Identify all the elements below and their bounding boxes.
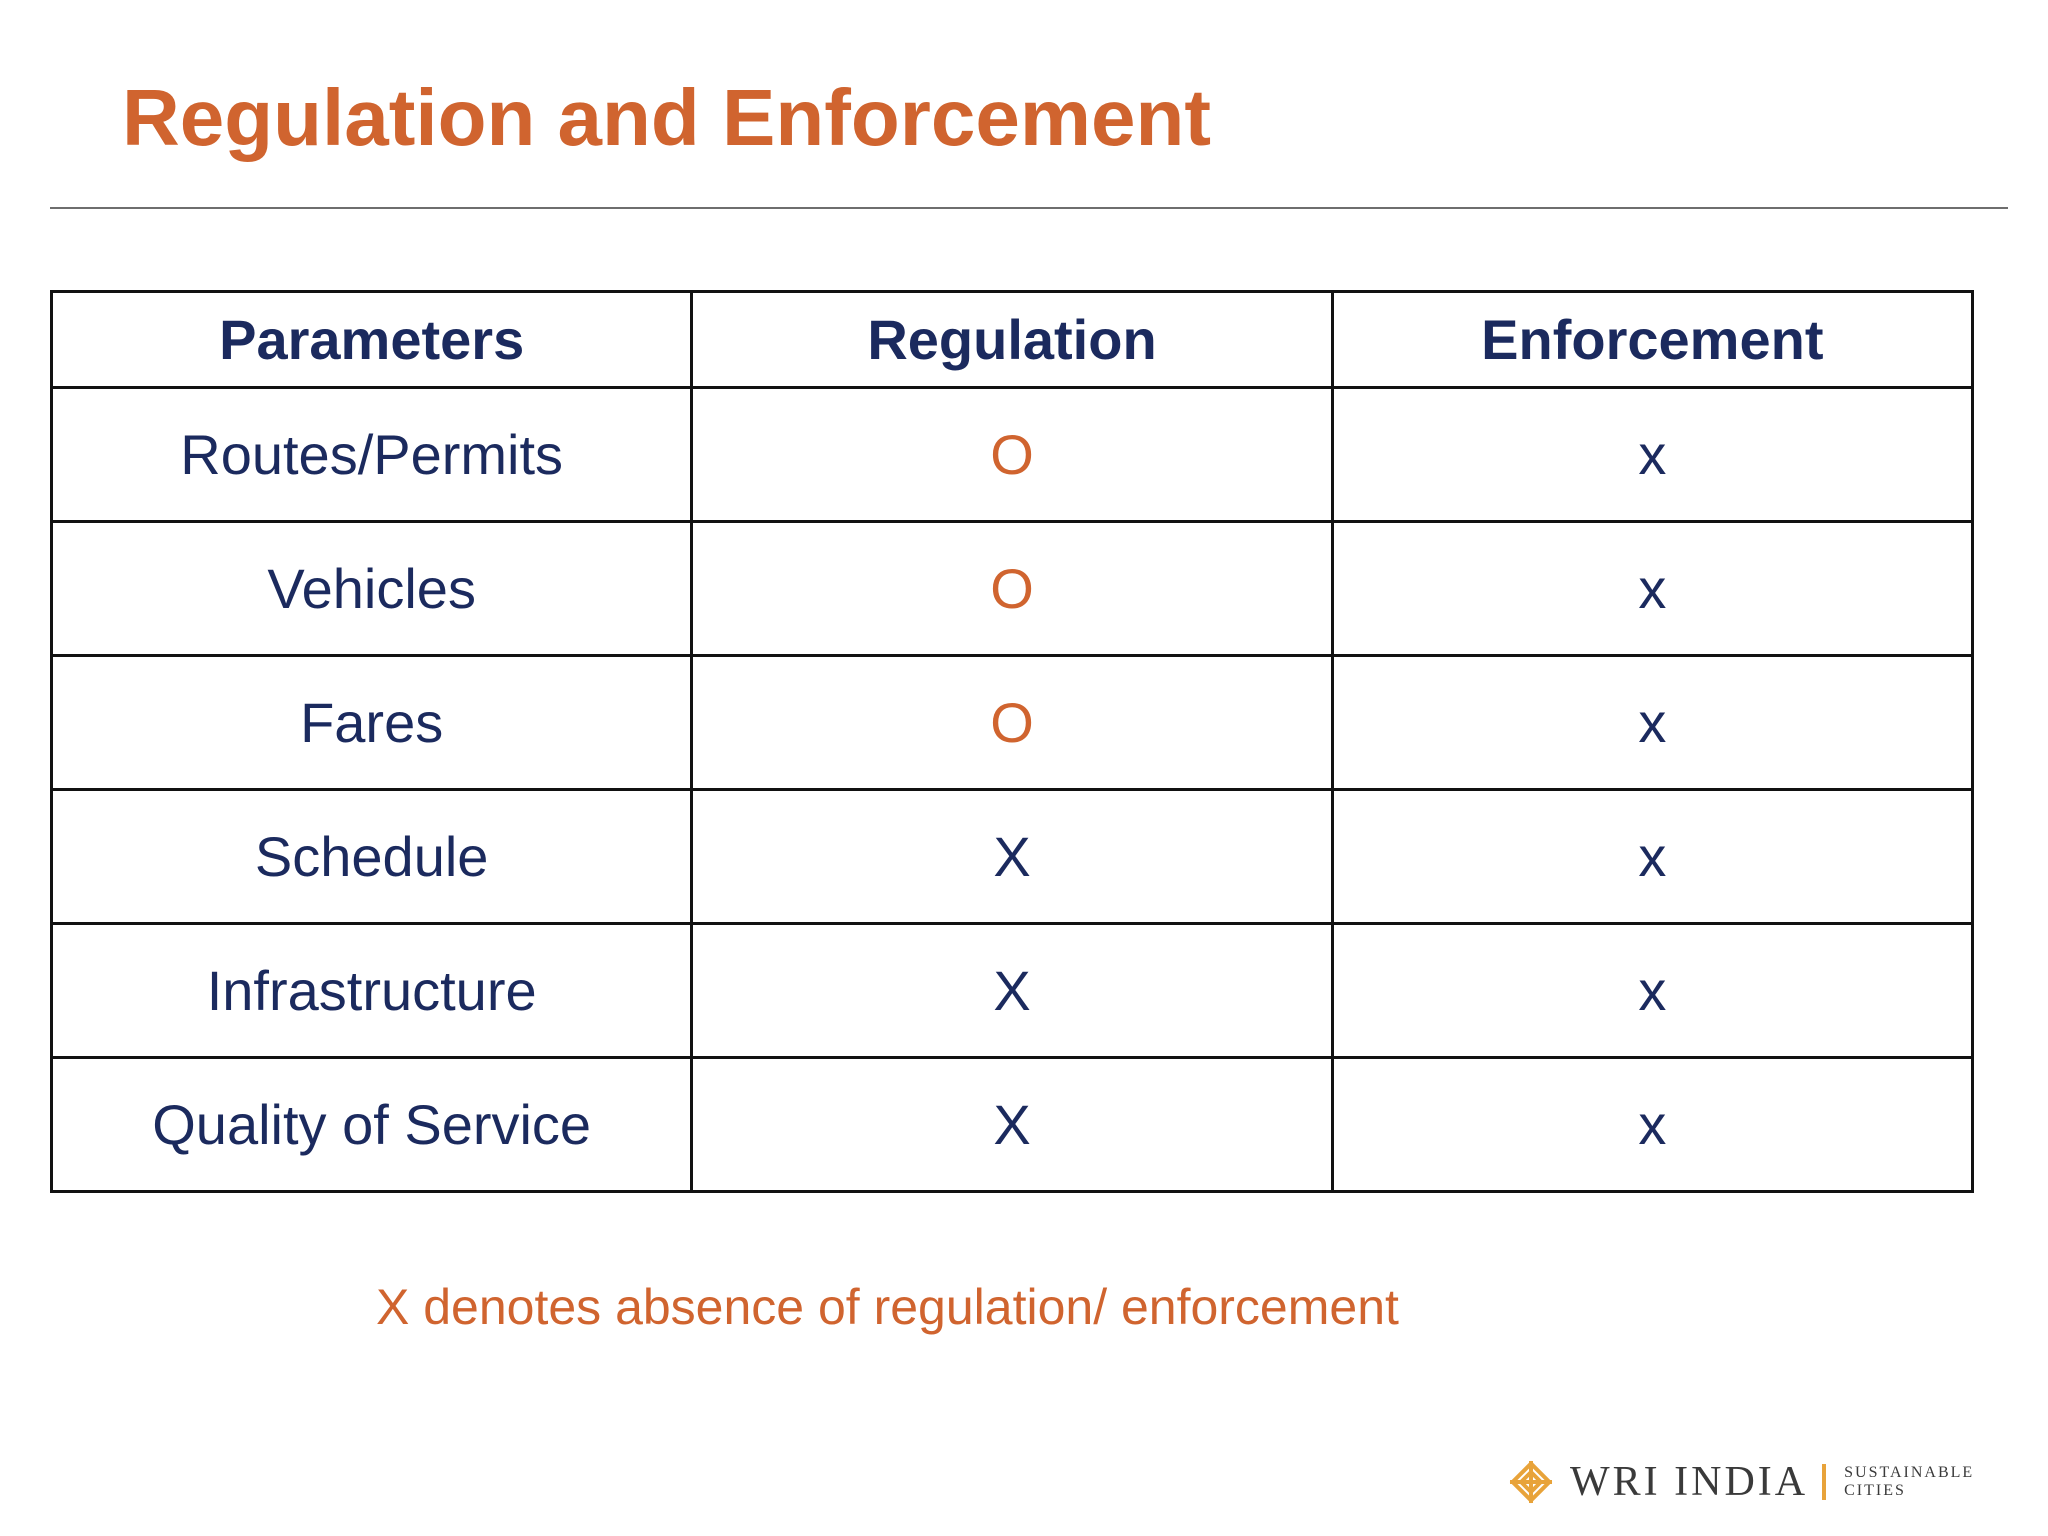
logo-wordmark: WRI INDIA [1570, 1459, 1809, 1505]
parameter-cell: Schedule [49, 788, 694, 925]
regulation-cell: O [690, 654, 1334, 791]
table-row: Schedule X x [49, 788, 1975, 925]
enforcement-cell: x [1330, 520, 1975, 657]
table-row: Routes/Permits O x [49, 386, 1975, 523]
regulation-cell: X [690, 1056, 1334, 1193]
regulation-cell: O [690, 520, 1334, 657]
header-regulation: Regulation [690, 290, 1334, 389]
regulation-table: Parameters Regulation Enforcement Routes… [49, 290, 1975, 1193]
logo-tagline-line1: SUSTAINABLE [1844, 1463, 1975, 1481]
enforcement-cell: x [1330, 386, 1975, 523]
parameter-cell: Infrastructure [49, 922, 694, 1059]
enforcement-cell: x [1330, 654, 1975, 791]
parameter-cell: Quality of Service [49, 1056, 694, 1193]
parameter-cell: Vehicles [49, 520, 694, 657]
wri-knot-icon [1509, 1460, 1553, 1504]
parameter-cell: Routes/Permits [49, 386, 694, 523]
table-row: Infrastructure X x [49, 922, 1975, 1059]
table-row: Quality of Service X x [49, 1056, 1975, 1193]
table-row: Fares O x [49, 654, 1975, 791]
enforcement-cell: x [1330, 922, 1975, 1059]
regulation-cell: X [690, 922, 1334, 1059]
slide-title: Regulation and Enforcement [122, 73, 1211, 162]
wri-india-logo: WRI INDIA SUSTAINABLE CITIES [1504, 1452, 1974, 1512]
logo-divider [1822, 1464, 1827, 1500]
enforcement-cell: x [1330, 788, 1975, 925]
table-header-row: Parameters Regulation Enforcement [49, 290, 1975, 389]
enforcement-cell: x [1330, 1056, 1975, 1193]
parameter-cell: Fares [49, 654, 694, 791]
logo-tagline: SUSTAINABLE CITIES [1844, 1464, 1974, 1501]
footnote: X denotes absence of regulation/ enforce… [376, 1279, 1399, 1335]
logo-tagline-line2: CITIES [1844, 1482, 1906, 1499]
regulation-cell: X [690, 788, 1334, 925]
regulation-cell: O [690, 386, 1334, 523]
header-enforcement: Enforcement [1330, 290, 1975, 389]
table-row: Vehicles O x [49, 520, 1975, 657]
title-divider [50, 207, 2008, 209]
header-parameters: Parameters [49, 290, 694, 389]
